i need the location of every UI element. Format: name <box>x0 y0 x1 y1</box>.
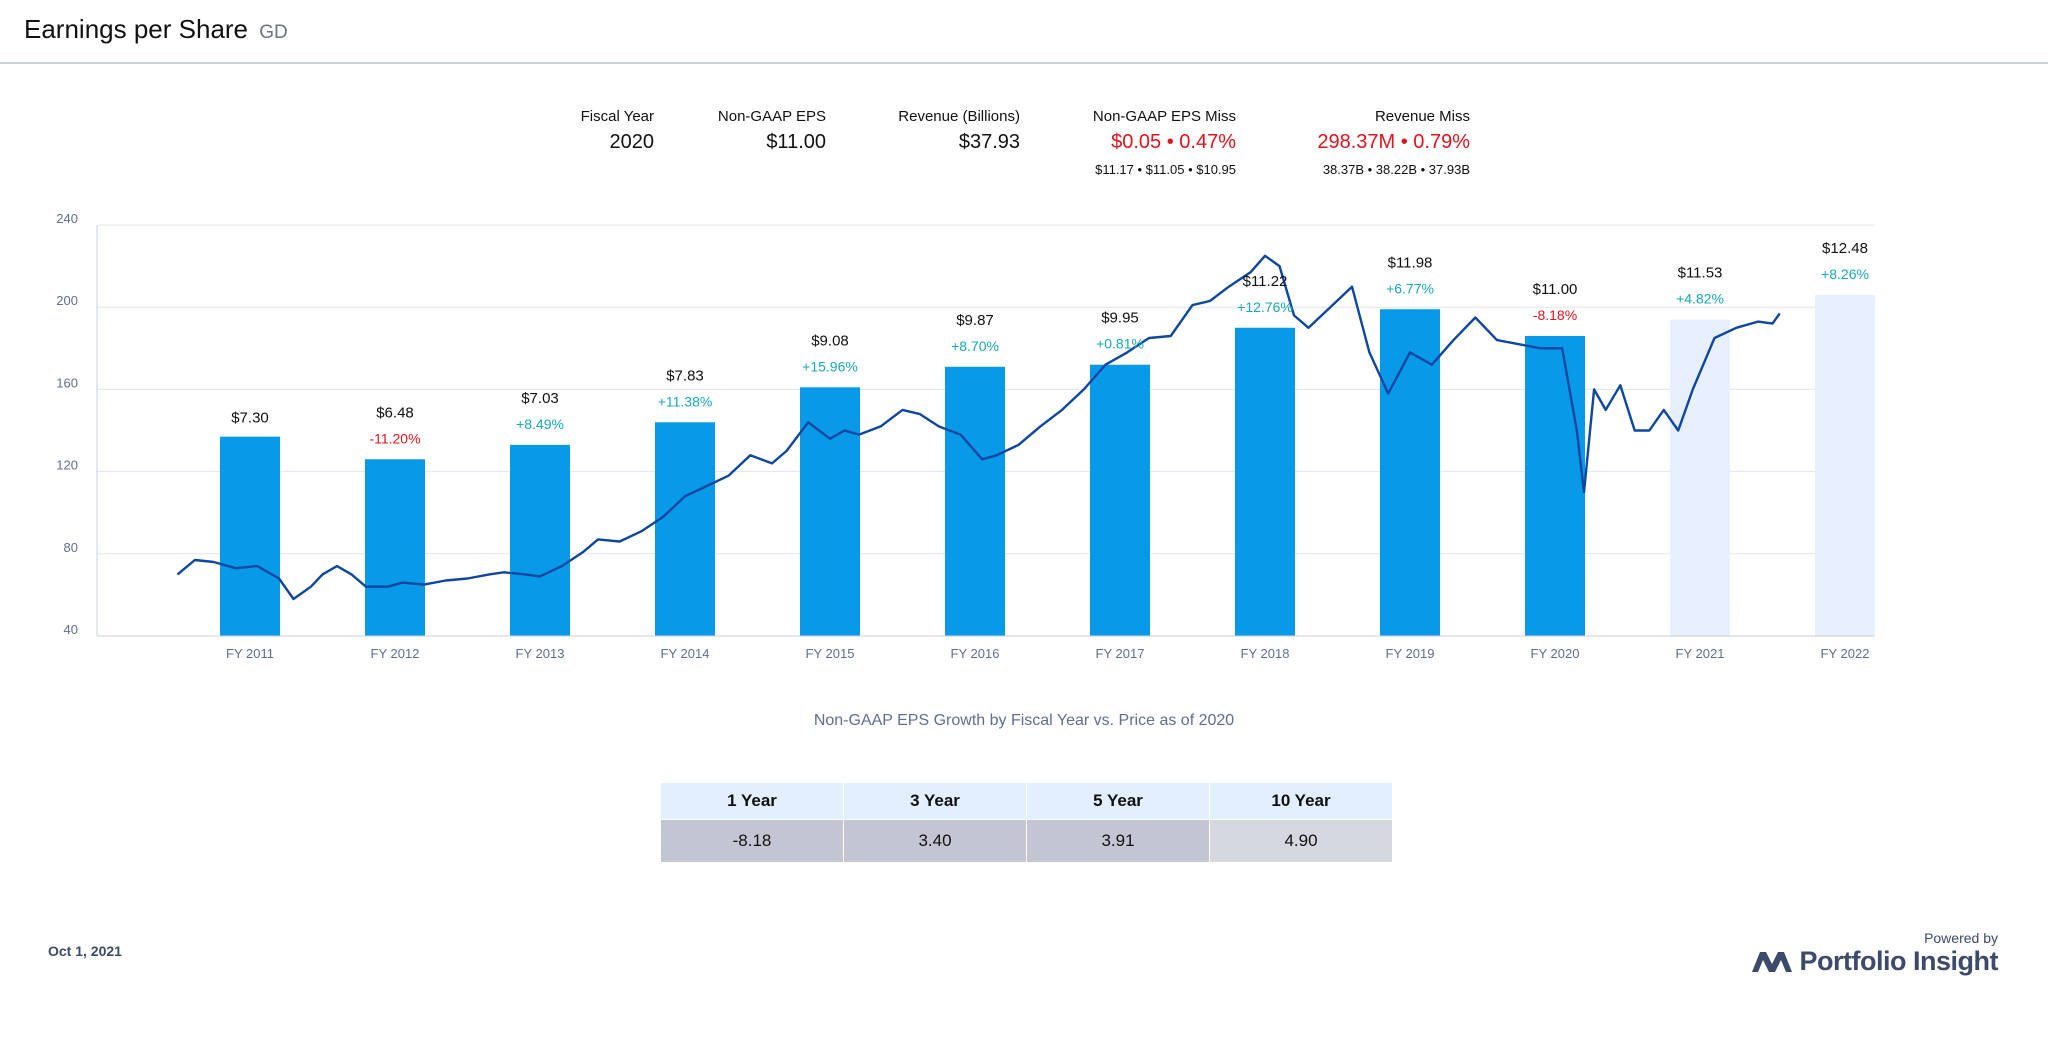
page-title-text: Earnings per Share <box>24 14 249 44</box>
growth-header-1y: 1 Year <box>660 782 844 820</box>
eps-bar <box>1090 364 1150 636</box>
x-tick-label: FY 2013 <box>516 646 565 661</box>
eps-growth-label: +0.81% <box>1096 336 1144 352</box>
eps-value-label: $11.53 <box>1678 265 1723 282</box>
eps-growth-label: +8.70% <box>951 338 999 354</box>
x-tick-label: FY 2021 <box>1676 646 1725 661</box>
eps-growth-label: -11.20% <box>369 430 420 446</box>
chart-axes: 240 200 160 120 80 40 FY 2011 FY 2012 FY 2013 FY … <box>56 211 1875 661</box>
eps-value-label: $11.98 <box>1388 254 1433 271</box>
y-tick-label: 40 <box>64 622 78 637</box>
x-tick-label: FY 2022 <box>1821 646 1870 661</box>
eps-value-label: $9.87 <box>956 312 994 329</box>
growth-value-1y: -8.18 <box>660 819 844 863</box>
eps-value-label: $7.83 <box>666 367 704 384</box>
header-bar: Earnings per Share GD <box>0 0 2048 64</box>
stat-label: Non-GAAP EPS Miss <box>1092 108 1236 125</box>
eps-growth-label: +6.77% <box>1386 280 1434 296</box>
eps-growth-label: +12.76% <box>1237 299 1293 315</box>
eps-growth-label: +8.49% <box>516 416 564 432</box>
y-tick-label: 200 <box>56 293 78 308</box>
eps-value-label: $11.00 <box>1533 281 1578 298</box>
eps-value-label: $12.48 <box>1822 240 1868 257</box>
eps-value-label: $9.95 <box>1101 310 1139 327</box>
ticker-symbol: GD <box>259 22 288 43</box>
growth-header-5y: 5 Year <box>1026 782 1210 820</box>
eps-chart: $7.30 $6.48 -11.20% $7.03 +8.49% $7.83 +11.38%… <box>56 211 1875 661</box>
eps-value-label: $7.30 <box>231 410 269 427</box>
x-tick-label: FY 2014 <box>661 646 710 661</box>
stat-sub: $11.17 • $11.05 • $10.95 <box>1095 162 1236 177</box>
eps-growth-label: +11.38% <box>658 393 713 409</box>
eps-value-label: $6.48 <box>376 404 414 421</box>
x-tick-label: FY 2012 <box>371 646 420 661</box>
powered-by-label: Powered by <box>1924 930 1998 946</box>
eps-bar <box>220 436 280 636</box>
x-tick-label: FY 2015 <box>806 646 855 661</box>
price-line <box>176 254 1781 601</box>
stat-value: 298.37M • 0.79% <box>1317 131 1470 153</box>
brand-logo[interactable]: Portfolio Insight <box>1751 946 1999 977</box>
stat-label: Revenue (Billions) <box>898 108 1020 125</box>
stat-label: Non-GAAP EPS <box>717 108 826 125</box>
eps-value-label: $7.03 <box>521 390 559 407</box>
growth-value-5y: 3.91 <box>1026 819 1210 863</box>
stat-revenue: Revenue (Billions) $37.93 <box>870 108 1020 154</box>
x-tick-label: FY 2016 <box>951 646 1000 661</box>
x-tick-label: FY 2018 <box>1241 646 1290 661</box>
stat-sub: 38.37B • 38.22B • 37.93B <box>1322 162 1470 177</box>
eps-bar <box>655 422 715 636</box>
stat-eps: Non-GAAP EPS $11.00 <box>680 108 826 154</box>
stat-revenue-miss: Revenue Miss 298.37M • 0.79% 38.37B • 38… <box>1270 108 1470 177</box>
eps-growth-label: +4.82% <box>1676 291 1724 307</box>
x-tick-label: FY 2019 <box>1386 646 1435 661</box>
as-of-date: Oct 1, 2021 <box>48 943 122 959</box>
brand-name: Portfolio Insight <box>1799 946 1999 976</box>
stat-value: $37.93 <box>958 131 1020 153</box>
stat-value: $0.05 • 0.47% <box>1111 131 1236 153</box>
y-tick-label: 80 <box>64 540 78 555</box>
eps-growth-label: +15.96% <box>802 358 858 374</box>
eps-growth-label: +8.26% <box>1821 266 1869 282</box>
eps-bar <box>945 366 1005 636</box>
growth-value-3y: 3.40 <box>843 819 1027 863</box>
stat-value: $11.00 <box>766 131 826 153</box>
eps-value-label: $9.08 <box>811 332 849 349</box>
stat-eps-miss: Non-GAAP EPS Miss $0.05 • 0.47% $11.17 •… <box>1060 108 1236 177</box>
eps-bar <box>800 387 860 636</box>
portfolio-insight-logo-icon <box>1751 951 1792 972</box>
stat-label: Fiscal Year <box>580 108 654 125</box>
stat-value: 2020 <box>609 131 655 153</box>
stat-fiscal-year: Fiscal Year 2020 <box>520 108 654 154</box>
eps-growth-label: -8.18% <box>1533 307 1577 323</box>
eps-bar <box>1235 327 1295 636</box>
chart-price <box>176 254 1781 601</box>
y-tick-label: 120 <box>56 458 78 473</box>
chart-caption: Non-GAAP EPS Growth by Fiscal Year vs. P… <box>813 712 1235 729</box>
x-tick-label: FY 2020 <box>1531 646 1580 661</box>
growth-header-10y: 10 Year <box>1209 782 1393 820</box>
eps-bar <box>510 444 570 636</box>
eps-bar <box>1815 294 1875 636</box>
eps-bar <box>1670 319 1730 636</box>
y-tick-label: 160 <box>56 375 78 390</box>
x-tick-label: FY 2017 <box>1096 646 1145 661</box>
eps-bar <box>365 459 425 636</box>
page-title: Earnings per Share GD <box>24 14 288 45</box>
chart-labels: $7.30 $6.48 -11.20% $7.03 +8.49% $7.83 +11.38%… <box>231 240 1869 446</box>
x-tick-label: FY 2011 <box>226 646 274 661</box>
chart-bars <box>220 294 1875 636</box>
growth-table: 1 Year 3 Year 5 Year 10 Year -8.18 3.40 … <box>660 782 1393 863</box>
eps-bar <box>1525 335 1585 636</box>
y-tick-label: 240 <box>56 211 78 226</box>
growth-header-3y: 3 Year <box>843 782 1027 820</box>
eps-bar <box>1380 309 1440 636</box>
eps-value-label: $11.22 <box>1243 273 1288 290</box>
growth-value-10y: 4.90 <box>1209 819 1393 863</box>
stat-label: Revenue Miss <box>1374 108 1470 125</box>
